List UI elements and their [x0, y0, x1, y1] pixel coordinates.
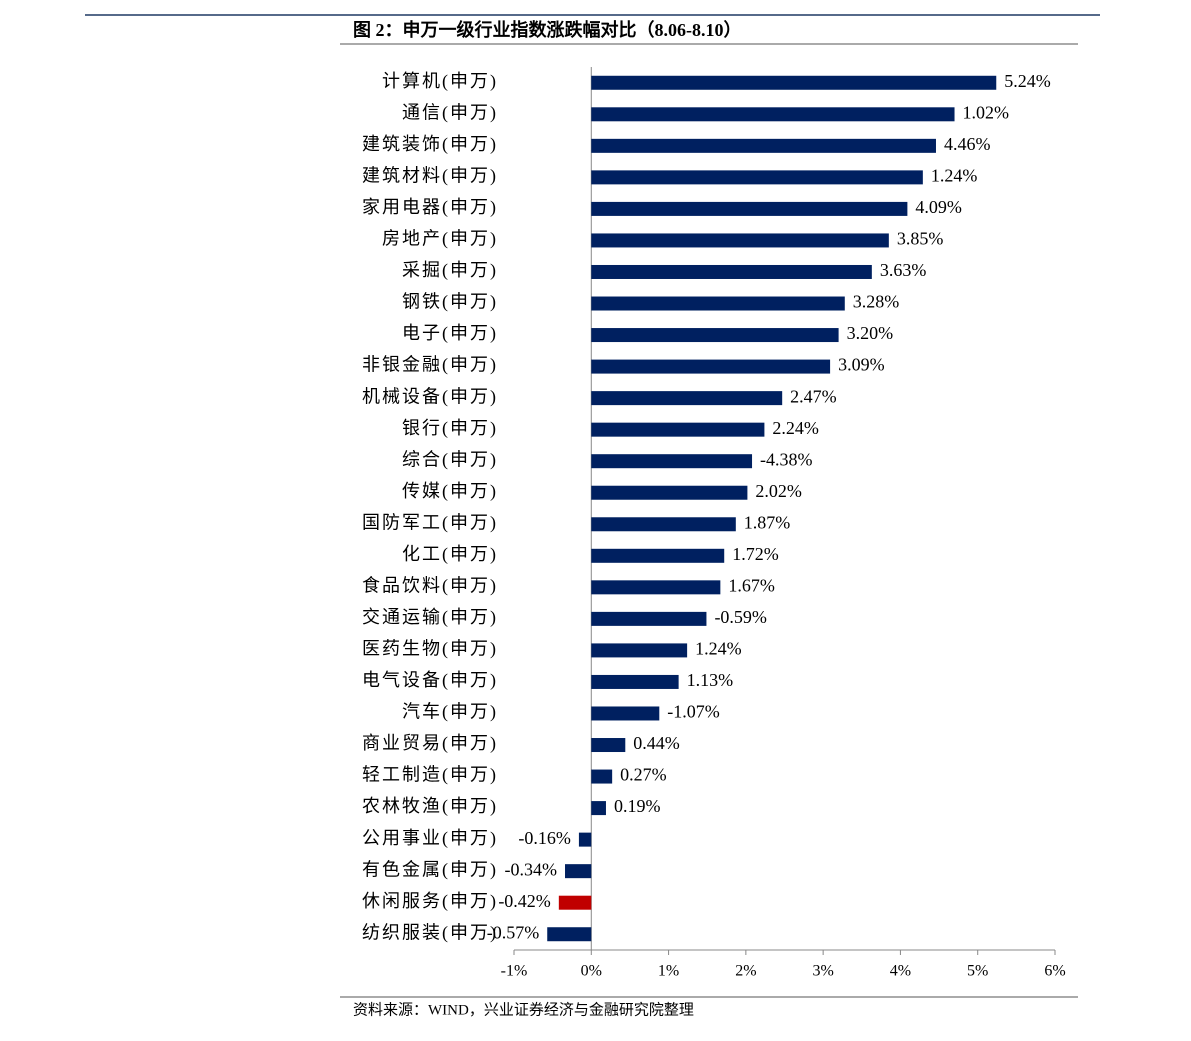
- y-tick-label: 通信(申万): [402, 102, 498, 123]
- bar-label: 2.02%: [755, 481, 802, 501]
- bar: [591, 548, 725, 563]
- bar: [558, 895, 592, 910]
- y-tick-label: 建筑材料(申万): [362, 166, 498, 187]
- bar: [591, 485, 748, 500]
- bar: [591, 611, 707, 626]
- y-tick-label: 钢铁(申万): [402, 292, 498, 313]
- y-tick-label: 综合(申万): [402, 449, 498, 470]
- y-tick-label: 食品饮料(申万): [362, 575, 498, 596]
- bar-label: 2.47%: [790, 386, 837, 406]
- y-tick-label: 医药生物(申万): [362, 639, 498, 660]
- y-tick-label: 传媒(申万): [402, 481, 498, 502]
- x-tick-label: 5%: [967, 963, 988, 980]
- bar: [591, 359, 831, 374]
- bar: [591, 170, 923, 185]
- bar: [591, 769, 613, 784]
- bar-label: 2.24%: [772, 418, 819, 438]
- bar-label: -0.57%: [487, 922, 540, 942]
- y-tick-label: 有色金属(申万): [362, 859, 498, 880]
- bar: [591, 75, 997, 90]
- y-tick-label: 采掘(申万): [402, 260, 498, 281]
- bar-label: 1.02%: [963, 102, 1010, 122]
- bar: [547, 927, 592, 942]
- bar-label: 5.24%: [1004, 71, 1051, 91]
- y-tick-label: 电子(申万): [402, 323, 498, 344]
- y-tick-label: 纺织服装(申万): [362, 922, 498, 943]
- bar: [591, 328, 839, 343]
- bar-label: 3.20%: [847, 323, 894, 343]
- bar-label: 3.85%: [897, 229, 944, 249]
- bar: [591, 643, 688, 658]
- bar: [591, 391, 783, 406]
- y-tick-label: 休闲服务(申万): [362, 891, 498, 912]
- y-tick-label: 建筑装饰(申万): [362, 134, 498, 155]
- bar-label: -0.16%: [518, 828, 571, 848]
- bar-label: -0.42%: [498, 891, 551, 911]
- bar-label: 3.09%: [838, 355, 885, 375]
- bar-label: 1.67%: [728, 575, 775, 595]
- bar: [565, 864, 592, 879]
- y-tick-label: 轻工制造(申万): [362, 765, 498, 786]
- bar: [591, 296, 845, 311]
- bar: [591, 801, 606, 816]
- bar-label: 0.19%: [614, 796, 661, 816]
- y-tick-label: 国防军工(申万): [362, 512, 498, 533]
- bar: [591, 201, 908, 216]
- bar-label: 1.24%: [931, 166, 978, 186]
- bar: [591, 517, 736, 532]
- bar: [591, 233, 889, 248]
- source-note: 资料来源：WIND，兴业证券经济与金融研究院整理: [353, 1000, 694, 1018]
- bar-label: 3.63%: [880, 260, 927, 280]
- bar-label: -0.59%: [714, 607, 767, 627]
- bar-label: 1.72%: [732, 544, 779, 564]
- x-tick-label: 1%: [658, 963, 679, 980]
- bar-label: -1.07%: [667, 702, 720, 722]
- bar: [591, 138, 936, 153]
- y-tick-label: 计算机(申万): [382, 71, 498, 92]
- x-tick-label: 6%: [1044, 963, 1065, 980]
- bar-label: 1.13%: [687, 670, 734, 690]
- bar-label: -0.34%: [505, 859, 558, 879]
- x-tick-label: 2%: [735, 963, 756, 980]
- y-tick-label: 银行(申万): [402, 418, 498, 439]
- bar-label: 0.27%: [620, 765, 667, 785]
- y-tick-label: 农林牧渔(申万): [362, 796, 498, 817]
- x-tick-label: 3%: [812, 963, 833, 980]
- bar: [591, 580, 721, 595]
- y-tick-label: 交通运输(申万): [362, 607, 498, 628]
- x-tick-label: -1%: [501, 963, 528, 980]
- x-tick-label: 4%: [890, 963, 911, 980]
- bar-label: -4.38%: [760, 449, 813, 469]
- bar-label: 1.24%: [695, 639, 742, 659]
- bar-label: 1.87%: [744, 512, 791, 532]
- y-tick-label: 家用电器(申万): [362, 197, 498, 218]
- bar-label: 4.46%: [944, 134, 991, 154]
- y-tick-label: 化工(申万): [402, 544, 498, 565]
- bar-label: 4.09%: [915, 197, 962, 217]
- y-tick-label: 电气设备(申万): [362, 670, 498, 691]
- bar: [591, 674, 679, 689]
- bar: [578, 832, 592, 847]
- y-tick-label: 非银金融(申万): [362, 355, 498, 376]
- bar: [591, 264, 872, 279]
- bar: [591, 738, 626, 753]
- y-tick-label: 机械设备(申万): [362, 386, 498, 407]
- bar: [591, 107, 955, 122]
- bar: [591, 422, 765, 437]
- y-tick-label: 商业贸易(申万): [362, 733, 498, 754]
- bar-label: 3.28%: [853, 292, 900, 312]
- bar: [591, 706, 660, 721]
- y-tick-label: 汽车(申万): [402, 702, 498, 723]
- y-tick-label: 公用事业(申万): [362, 828, 498, 849]
- bar-label: 0.44%: [633, 733, 680, 753]
- chart-title: 图 2：申万一级行业指数涨跌幅对比（8.06-8.10）: [353, 19, 742, 40]
- bar: [591, 454, 753, 469]
- y-tick-label: 房地产(申万): [382, 229, 498, 250]
- x-tick-label: 0%: [581, 963, 602, 980]
